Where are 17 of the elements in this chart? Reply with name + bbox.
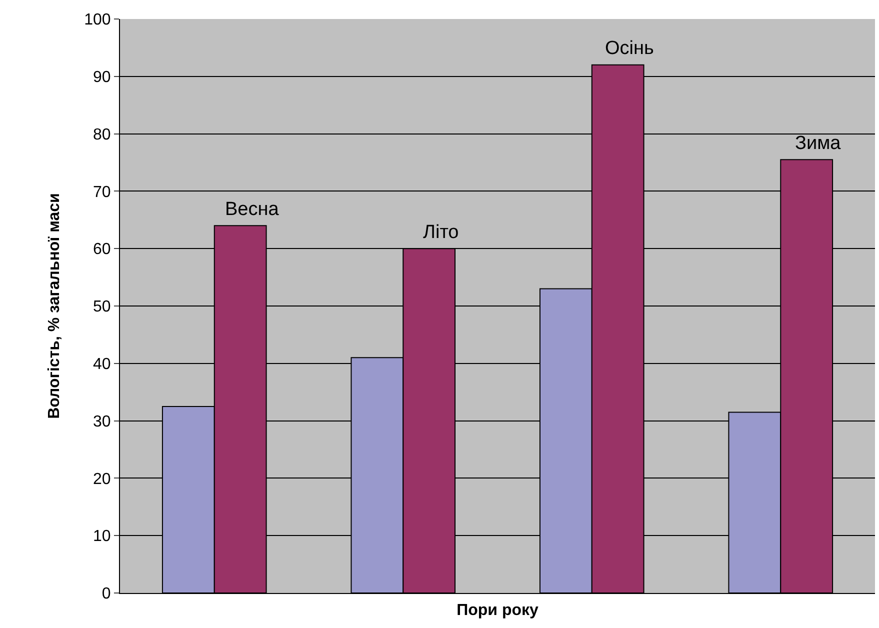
y-tick-label: 90 bbox=[93, 69, 111, 86]
y-tick-label: 100 bbox=[84, 12, 111, 29]
y-tick-label: 50 bbox=[93, 298, 111, 316]
y-tick-label: 20 bbox=[93, 470, 111, 488]
y-tick-label: 80 bbox=[93, 126, 111, 144]
annotation: Весна bbox=[225, 199, 280, 220]
annotation: Літо bbox=[423, 222, 459, 243]
y-tick-label: 10 bbox=[93, 528, 111, 546]
annotation: Осінь bbox=[605, 38, 654, 59]
y-tick-label: 60 bbox=[93, 241, 111, 258]
annotation: Зима bbox=[795, 133, 842, 154]
y-axis-title: Вологість, % загальної маси bbox=[46, 193, 63, 419]
y-tick-label: 30 bbox=[93, 413, 111, 430]
y-tick-label: 40 bbox=[93, 356, 111, 373]
y-tick-label: 70 bbox=[93, 184, 111, 201]
x-axis-title: Пори року bbox=[456, 602, 538, 620]
y-tick-label: 0 bbox=[102, 586, 111, 603]
